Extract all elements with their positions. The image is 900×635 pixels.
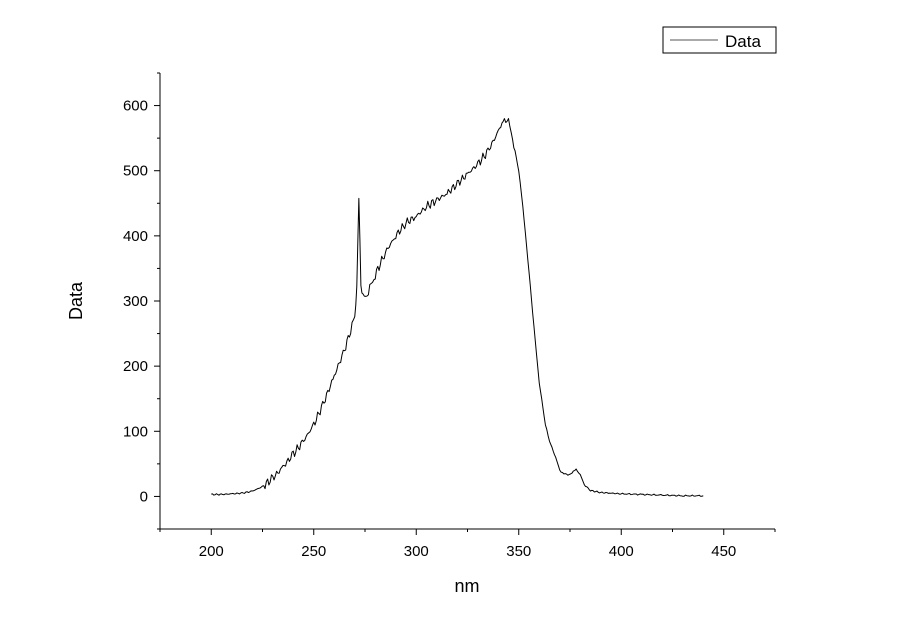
y-tick-label-500: 500 (123, 163, 148, 180)
y-tick-label-300: 300 (123, 293, 148, 310)
series-line-data (211, 118, 704, 497)
x-tick-label-350: 350 (506, 543, 531, 560)
y-tick-label-100: 100 (123, 423, 148, 440)
x-tick-label-400: 400 (609, 543, 634, 560)
y-axis-title: Data (66, 281, 86, 320)
y-tick-label-0: 0 (140, 488, 148, 505)
y-tick-label-400: 400 (123, 228, 148, 245)
series-group (211, 118, 704, 497)
plot-axes (159, 73, 775, 530)
x-ticks: 200 250 300 350 400 450 (159, 529, 776, 560)
legend: Data (662, 26, 777, 54)
y-tick-label-200: 200 (123, 358, 148, 375)
x-tick-label-200: 200 (199, 543, 224, 560)
legend-label: Data (725, 32, 761, 51)
x-axis-title: nm (454, 576, 479, 596)
y-ticks: 0 100 200 300 400 500 600 (123, 72, 160, 530)
x-tick-label-300: 300 (404, 543, 429, 560)
x-tick-label-450: 450 (711, 543, 736, 560)
x-tick-label-250: 250 (301, 543, 326, 560)
y-tick-label-600: 600 (123, 98, 148, 115)
